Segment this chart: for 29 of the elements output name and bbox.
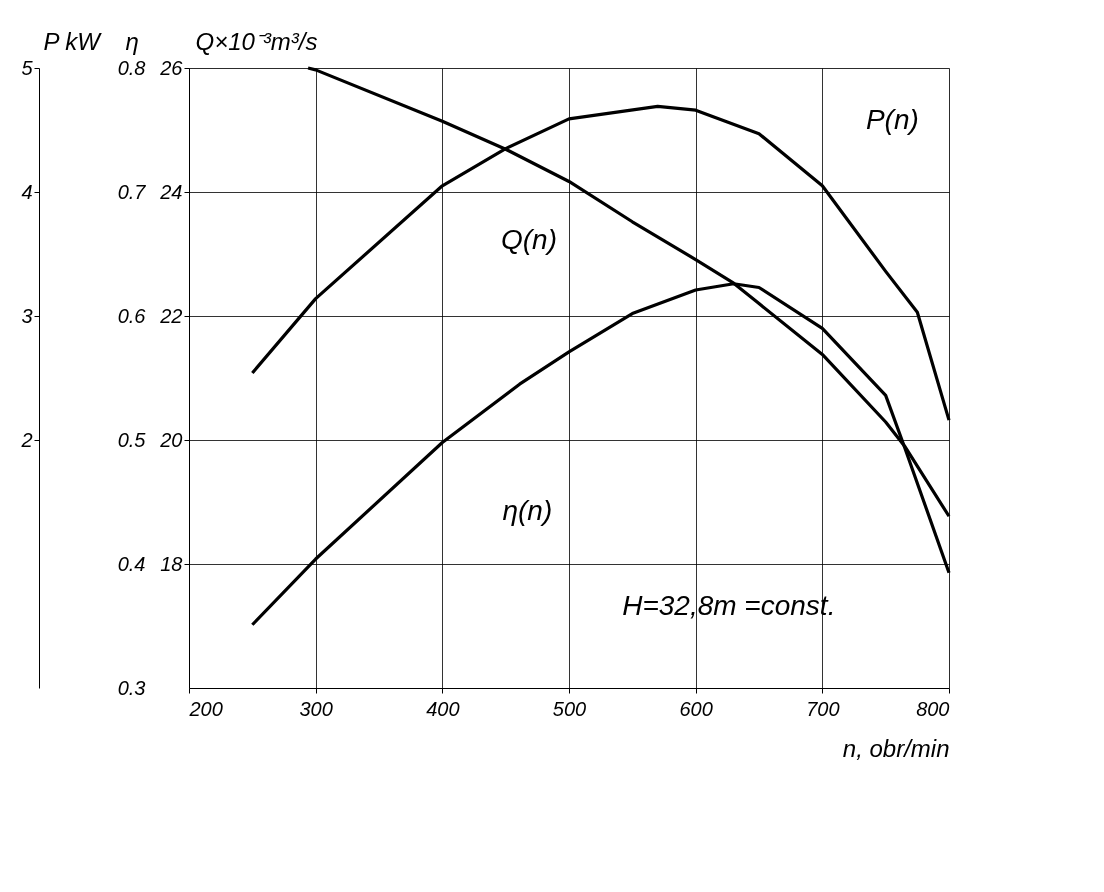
y2-axis-title: η [125, 27, 139, 55]
y3-tick-label: 2 [20, 428, 33, 451]
y2-tick-label: 0.6 [117, 304, 147, 327]
y-tick-label: 18 [160, 552, 183, 575]
series-label: Q(n) [501, 224, 557, 256]
x-tick-label: 300 [299, 697, 333, 720]
y-tick-label: 22 [159, 304, 183, 327]
y-axis-title: Q×10⁻³m³/s [195, 27, 318, 55]
x-tick-label: 500 [552, 697, 587, 720]
x-axis-title: n, obr/min [842, 734, 950, 762]
y3-tick-label: 5 [21, 56, 34, 79]
text: P(n) [865, 103, 919, 135]
x-tick-label: 600 [679, 697, 713, 720]
y2-tick-label: 0.3 [117, 676, 146, 699]
y2-tick-label: 0.8 [117, 56, 146, 79]
y-tick-label: 26 [159, 56, 184, 79]
x-tick-label: 400 [426, 697, 460, 720]
y3-tick-label: 3 [21, 304, 33, 327]
x-tick-label: 200 [188, 697, 223, 720]
x-tick-label: 700 [806, 697, 840, 720]
y3-tick-label: 4 [21, 180, 33, 203]
y2-tick-label: 0.7 [117, 180, 147, 203]
y3-axis-title: P kW [43, 27, 103, 55]
y2-tick-label: 0.4 [117, 552, 146, 575]
text: η(n) [502, 495, 553, 527]
y-tick-label: 24 [159, 180, 183, 203]
x-tick-label: 800 [916, 697, 950, 720]
y2-tick-label: 0.5 [117, 428, 147, 451]
y-tick-label: 20 [159, 428, 183, 451]
